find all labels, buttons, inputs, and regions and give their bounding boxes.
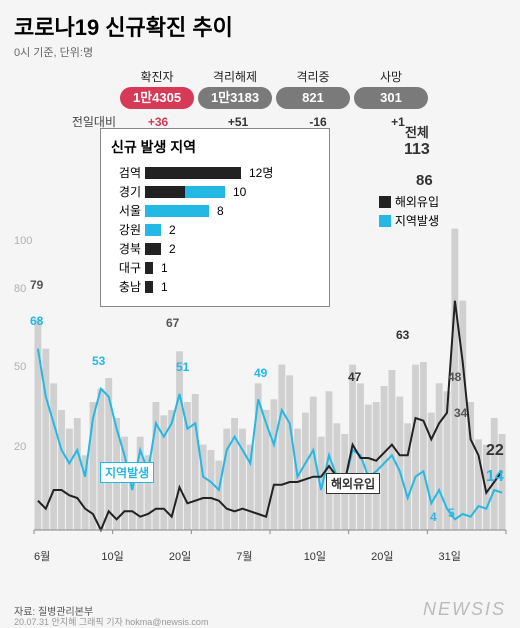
region-box: 신규 발생 지역 검역 12명경기 10서울 8강원 2경북 2대구 bbox=[100, 128, 330, 307]
series-tag: 지역발생 bbox=[100, 462, 154, 483]
stat-head-0: 확진자 bbox=[120, 68, 194, 85]
legend-local: 지역발생 bbox=[395, 212, 439, 229]
peak-total-label: 전체 113 bbox=[404, 122, 430, 159]
byline: 20.07.31 안지혜 그래픽 기자 hokma@newsis.com bbox=[14, 615, 208, 628]
stats-row: 확진자 1만4305격리해제 1만3183격리중 821사망 301 bbox=[0, 68, 520, 111]
region-row-1: 경기 10 bbox=[111, 182, 319, 201]
chart-point-label: 22 bbox=[486, 442, 504, 460]
region-legend: 해외유입 지역발생 bbox=[379, 193, 439, 231]
stat-head-3: 사망 bbox=[354, 68, 428, 85]
chart-point-label: 4 bbox=[430, 510, 437, 524]
chart-point-label: 51 bbox=[176, 360, 189, 374]
delta-1: +51 bbox=[200, 115, 276, 129]
subtitle: 0시 기준, 단위:명 bbox=[0, 42, 520, 68]
svg-text:100: 100 bbox=[14, 235, 32, 247]
stat-head-2: 격리중 bbox=[276, 68, 350, 85]
region-row-5: 대구 1 bbox=[111, 258, 319, 277]
stat-pill-0: 1만4305 bbox=[120, 87, 194, 109]
chart-point-label: 14 bbox=[486, 468, 504, 486]
region-row-3: 강원 2 bbox=[111, 220, 319, 239]
chart-point-label: 34 bbox=[454, 406, 467, 420]
chart-point-label: 63 bbox=[396, 328, 409, 342]
stat-pill-3: 301 bbox=[354, 87, 428, 109]
region-row-0: 검역 12명 bbox=[111, 163, 319, 182]
legend-overseas: 해외유입 bbox=[395, 193, 439, 210]
chart-point-label: 53 bbox=[92, 354, 105, 368]
stat-head-1: 격리해제 bbox=[198, 68, 272, 85]
chart-point-label: 47 bbox=[348, 370, 361, 384]
svg-text:50: 50 bbox=[14, 361, 26, 373]
region-title: 신규 발생 지역 bbox=[111, 137, 319, 157]
series-tag: 해외유입 bbox=[326, 473, 380, 494]
chart-point-label: 67 bbox=[166, 316, 179, 330]
region-row-4: 경북 2 bbox=[111, 239, 319, 258]
chart-point-label: 5 bbox=[448, 506, 455, 520]
chart-point-label: 49 bbox=[254, 366, 267, 380]
page-title: 코로나19 신규확진 추이 bbox=[0, 0, 520, 42]
delta-0: +36 bbox=[120, 115, 196, 129]
stat-pill-2: 821 bbox=[276, 87, 350, 109]
delta-2: -16 bbox=[280, 115, 356, 129]
newsis-logo: NEWSIS bbox=[423, 599, 506, 620]
region-row-6: 충남 1 bbox=[111, 277, 319, 296]
peak-other: 86 bbox=[416, 172, 433, 189]
region-row-2: 서울 8 bbox=[111, 201, 319, 220]
svg-text:20: 20 bbox=[14, 441, 26, 453]
stat-pill-1: 1만3183 bbox=[198, 87, 272, 109]
chart-point-label: 48 bbox=[448, 370, 461, 384]
svg-text:80: 80 bbox=[14, 283, 26, 295]
chart-point-label: 79 bbox=[30, 278, 43, 292]
x-axis-labels: 6월10일20일7월10일20일31일 bbox=[34, 548, 506, 564]
chart-point-label: 68 bbox=[30, 314, 43, 328]
